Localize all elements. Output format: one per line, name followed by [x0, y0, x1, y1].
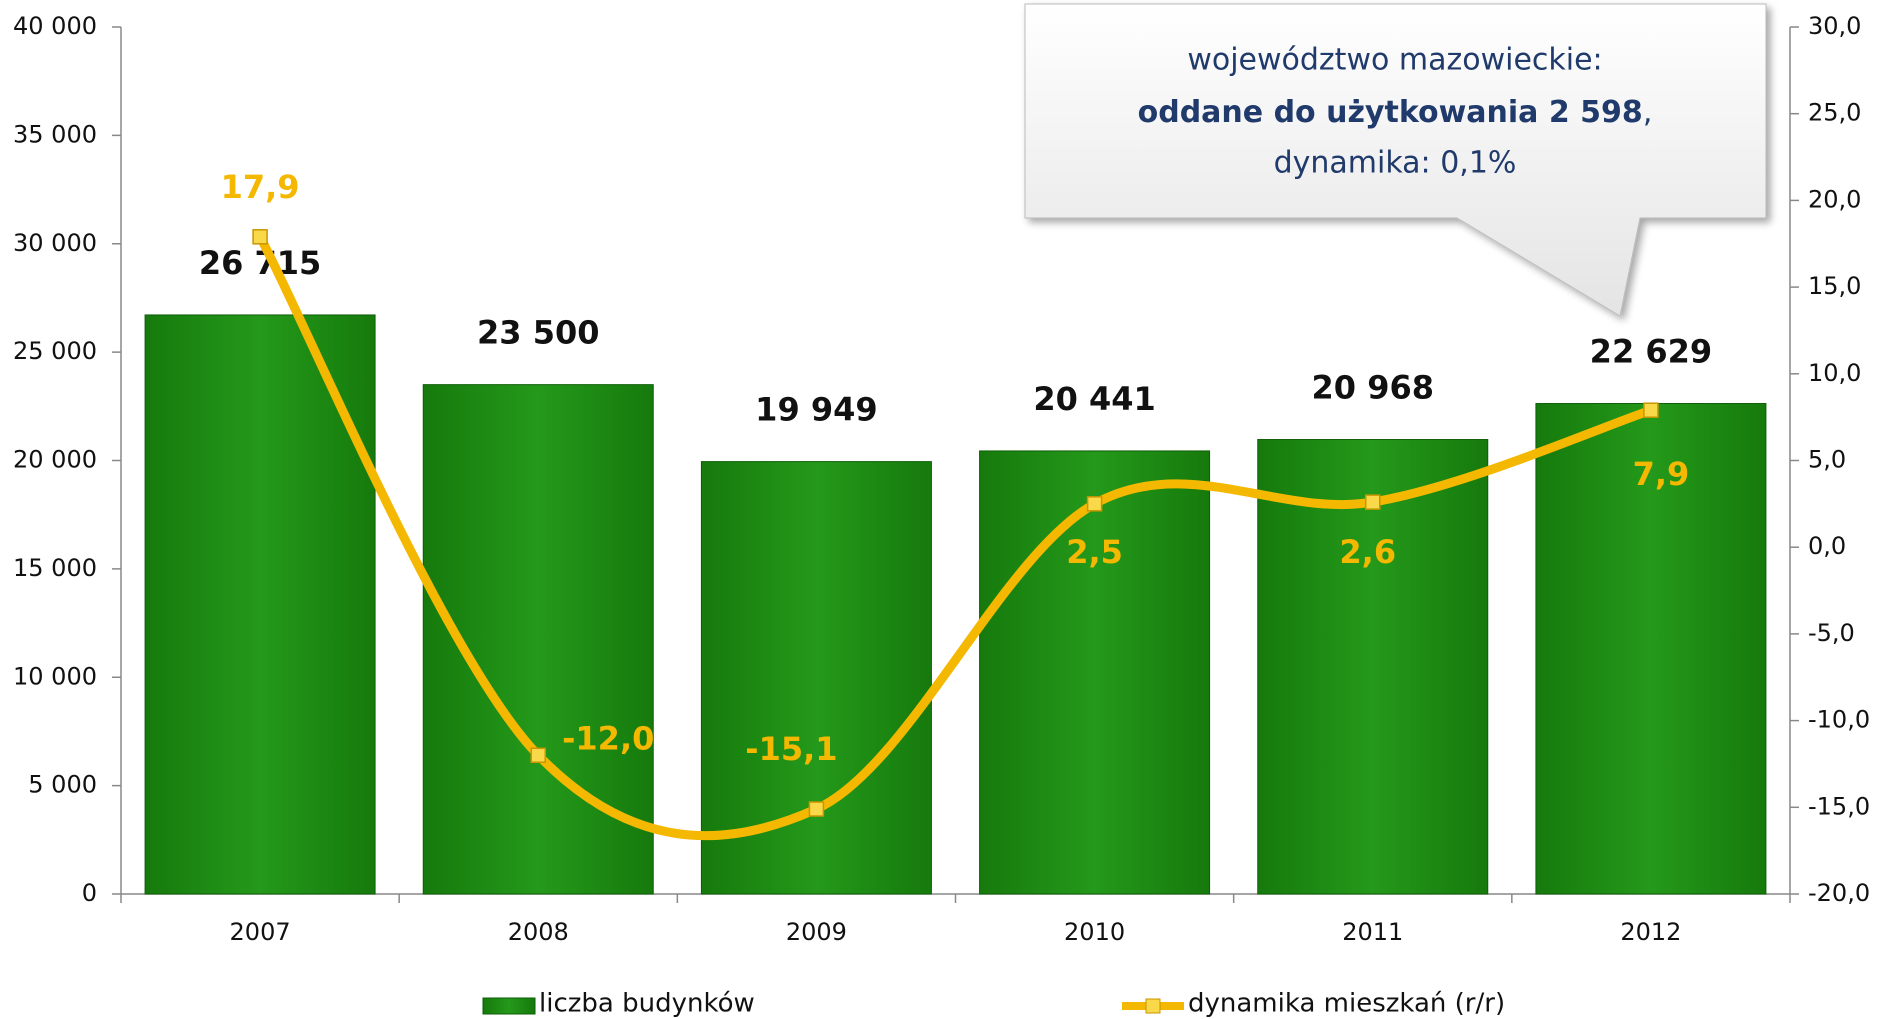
- line-value-label: -12,0: [562, 719, 654, 757]
- line-value-label: 2,5: [1066, 533, 1123, 571]
- y2-tick-label: 20,0: [1808, 185, 1861, 213]
- line-marker: [530, 747, 546, 764]
- bar: [979, 450, 1211, 895]
- y2-tick-label: -15,0: [1808, 792, 1870, 820]
- y-tick-label: 35 000: [13, 120, 97, 148]
- x-tick-label: 2007: [230, 918, 291, 946]
- legend-marker: [1145, 998, 1161, 1014]
- x-tick-label: 2010: [1064, 918, 1125, 946]
- y2-tick-label: 5,0: [1808, 446, 1846, 474]
- callout-bold: oddane do użytkowania 2 598: [1138, 95, 1643, 130]
- line-marker: [808, 801, 825, 817]
- line-value-label: 17,9: [221, 168, 300, 206]
- callout-line: województwo mazowieckie:: [1187, 43, 1602, 78]
- line-marker: [1365, 494, 1381, 510]
- y2-tick-label: -20,0: [1808, 879, 1870, 907]
- y2-tick-label: -5,0: [1808, 619, 1855, 647]
- legend-swatch: [482, 997, 536, 1015]
- x-tick-label: 2009: [786, 918, 847, 946]
- y2-tick-label: 15,0: [1808, 272, 1861, 300]
- x-tick-label: 2011: [1342, 918, 1403, 946]
- legend-label: dynamika mieszkań (r/r): [1188, 989, 1505, 1019]
- y2-tick-label: 30,0: [1808, 12, 1861, 40]
- y2-tick-label: 0,0: [1808, 532, 1846, 560]
- bar-value-label: 23 500: [477, 314, 599, 352]
- bar-value-label: 20 968: [1312, 369, 1434, 407]
- bar: [144, 314, 376, 895]
- y-tick-label: 10 000: [13, 662, 97, 690]
- bar: [700, 461, 932, 895]
- y-tick-label: 25 000: [13, 337, 97, 365]
- callout-tail: ,: [1643, 95, 1653, 130]
- y-tick-label: 5 000: [28, 771, 97, 799]
- y2-tick-label: -10,0: [1808, 706, 1870, 734]
- y-tick-label: 30 000: [13, 229, 97, 257]
- y2-tick-label: 25,0: [1808, 99, 1861, 127]
- y-tick-label: 40 000: [13, 12, 97, 40]
- callout: województwo mazowieckie: oddane do użytk…: [1024, 3, 1767, 317]
- line-marker: [252, 229, 268, 245]
- line: [255, 232, 1656, 841]
- x-tick-label: 2008: [508, 918, 569, 946]
- bar-value-label: 22 629: [1590, 333, 1712, 371]
- legend-label: liczba budynków: [539, 989, 755, 1019]
- line-marker: [1086, 496, 1103, 512]
- x-tick-label: 2012: [1620, 918, 1681, 946]
- bar-value-label: 26 715: [199, 244, 321, 282]
- y-tick-label: 0: [82, 879, 97, 907]
- line-marker: [1643, 402, 1659, 418]
- bar: [1535, 403, 1767, 895]
- y-tick-label: 15 000: [13, 554, 97, 582]
- axes: [112, 26, 1799, 903]
- bar-value-label: 19 949: [755, 391, 877, 429]
- callout-line: oddane do użytkowania 2 598,: [1138, 95, 1653, 130]
- callout-line: dynamika: 0,1%: [1274, 146, 1517, 181]
- line-value-label: -15,1: [745, 730, 837, 768]
- bar: [1257, 439, 1489, 895]
- y2-tick-label: 10,0: [1808, 359, 1861, 387]
- line-value-label: 7,9: [1633, 455, 1690, 493]
- y-tick-label: 20 000: [13, 446, 97, 474]
- bar-value-label: 20 441: [1033, 380, 1155, 418]
- callout-box: [1024, 3, 1767, 317]
- line-value-label: 2,6: [1339, 533, 1396, 571]
